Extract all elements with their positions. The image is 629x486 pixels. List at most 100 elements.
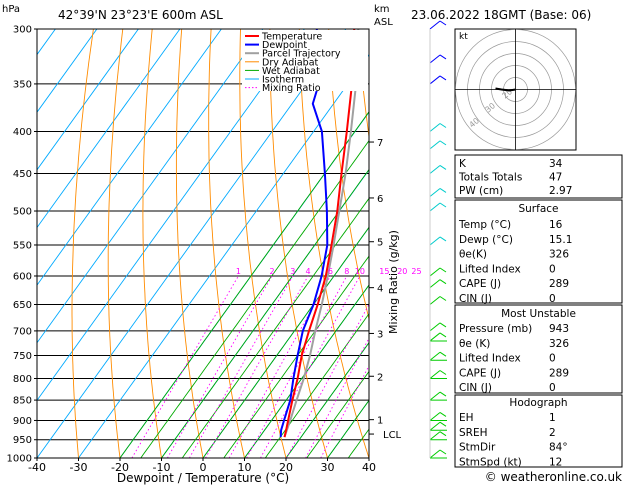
wind-barb-staff — [429, 140, 441, 150]
mixing-ratio-label: 25 — [411, 267, 421, 276]
wet-adiabat-line — [285, 341, 369, 458]
pressure-tick-label: 750 — [13, 351, 32, 362]
station-location: 42°39'N 23°23'E 600m ASL — [58, 8, 223, 22]
wind-barb-flag — [439, 165, 447, 170]
surface-title: Surface — [518, 203, 558, 215]
index-row-label: PW (cm) — [459, 185, 503, 197]
index-row-label: Totals Totals — [458, 172, 522, 184]
hodograph-params-row-label: SREH — [459, 427, 488, 439]
wind-barb-flag — [439, 351, 447, 357]
hodograph-unit: kt — [459, 32, 468, 42]
most-unstable-row-value: 943 — [549, 323, 569, 335]
surface-row-label: Dewp (°C) — [459, 234, 513, 246]
isotherm-line — [37, 29, 139, 171]
pressure-tick-label: 500 — [13, 207, 32, 218]
wind-barb-staff — [429, 165, 441, 174]
pressure-axis: 300 350 400 450 500 550 600 650 700 750 800 850 900 9… — [7, 25, 37, 465]
dry-adiabat-line — [208, 29, 245, 458]
lcl-label: LCL — [383, 430, 402, 441]
wind-barb — [429, 188, 447, 197]
wet-adiabat-line — [181, 197, 369, 458]
legend-label: Temperature — [261, 32, 322, 43]
altitude-tick-label: 1 — [377, 416, 383, 427]
dry-adiabat-line — [175, 29, 204, 458]
temperature-tick-label: -30 — [70, 461, 88, 474]
hodograph-params-box — [454, 394, 623, 468]
wind-barb-staff — [429, 449, 441, 459]
wind-barb-flag — [439, 370, 447, 375]
wet-adiabat-line — [140, 139, 369, 458]
mixing-ratio-label: 15 — [379, 267, 389, 276]
pressure-tick-label: 350 — [13, 79, 32, 90]
wind-barb — [429, 412, 447, 421]
hpa-axis-unit: hPa — [2, 4, 20, 15]
hodograph-params-row-label: StmDir — [459, 442, 496, 454]
wind-barb — [429, 421, 447, 431]
legend-label: Dewpoint — [262, 40, 307, 51]
hodograph-params-row-value: 2 — [549, 427, 556, 439]
isotherm-line — [37, 29, 222, 286]
wind-barb-flag — [439, 391, 447, 397]
most-unstable-row-value: 289 — [549, 367, 569, 379]
profile-parcel-trajectory — [283, 29, 360, 438]
profiles — [279, 29, 360, 438]
hodograph-params-row-label: EH — [459, 412, 474, 424]
altitude-tick-label: 4 — [377, 284, 383, 295]
wind-barb-flag — [439, 449, 447, 455]
dry-adiabat-line — [328, 29, 369, 321]
hodograph-params-row-value: 12 — [549, 456, 562, 468]
wind-barb-staff — [429, 202, 441, 212]
legend-background — [242, 30, 368, 91]
wind-barb — [429, 296, 447, 305]
pressure-tick-label: 400 — [13, 127, 32, 138]
pressure-tick-label: 650 — [13, 300, 32, 311]
mixing-ratio-label: 2 — [269, 267, 274, 276]
wind-barb-staff — [429, 351, 441, 361]
most-unstable-row-label: θe (K) — [459, 338, 490, 350]
background-lines — [37, 29, 629, 458]
dry-adiabat-line — [298, 29, 369, 458]
wind-barb-staff — [429, 421, 441, 431]
copyright: © weatheronline.co.uk — [485, 470, 622, 484]
mixing-ratio-labels: 1 2 3 4 6 8 10 15 20 25 — [236, 267, 422, 276]
isotherm-line — [37, 29, 347, 458]
wind-barb-staff — [429, 322, 441, 332]
wind-barb-flag — [439, 421, 447, 427]
wind-barb-staff — [429, 332, 441, 342]
wind-barb — [429, 75, 447, 85]
index-row-value: 47 — [549, 172, 562, 184]
mixing-ratio-line — [189, 275, 294, 458]
dry-adiabat-line — [623, 29, 629, 458]
hodograph-params-row-label: StmSpd (kt) — [459, 456, 522, 468]
dry-adiabat-line — [71, 29, 94, 458]
index-row-value: 34 — [549, 158, 563, 170]
isotherm-line — [37, 29, 305, 402]
wind-barb-flag — [439, 140, 447, 146]
altitude-tick-label: 2 — [377, 372, 383, 383]
most-unstable-row-value: 326 — [549, 338, 569, 350]
legend-label: Mixing Ratio — [262, 83, 321, 94]
most-unstable-row-label: Lifted Index — [459, 353, 521, 365]
pressure-tick-label: 950 — [13, 435, 32, 446]
wind-barb — [429, 54, 447, 64]
isotherm-line — [78, 53, 369, 458]
wind-barb-staff — [429, 123, 441, 132]
temperature-axis: -40 -30 -20 -10 0 10 20 30 40 — [28, 458, 376, 474]
legend-label: Dry Adiabat — [262, 57, 319, 68]
pressure-tick-label: 700 — [13, 326, 32, 337]
wind-barb-staff — [429, 279, 441, 289]
surface-row-label: CIN (J) — [459, 293, 492, 305]
temperature-tick-label: 0 — [200, 461, 207, 474]
surface-row-value: 0 — [549, 293, 556, 305]
wind-barb — [429, 279, 447, 289]
wind-barb-flag — [439, 332, 447, 338]
wind-barb-flag — [439, 267, 447, 273]
wind-barb-staff — [429, 267, 441, 277]
mixing-ratio-axis-title: Mixing Ratio (g/kg) — [387, 230, 400, 334]
wind-barb — [429, 332, 447, 342]
mixing-ratio-line — [167, 275, 273, 458]
legend-label: Wet Adiabat — [262, 66, 320, 77]
